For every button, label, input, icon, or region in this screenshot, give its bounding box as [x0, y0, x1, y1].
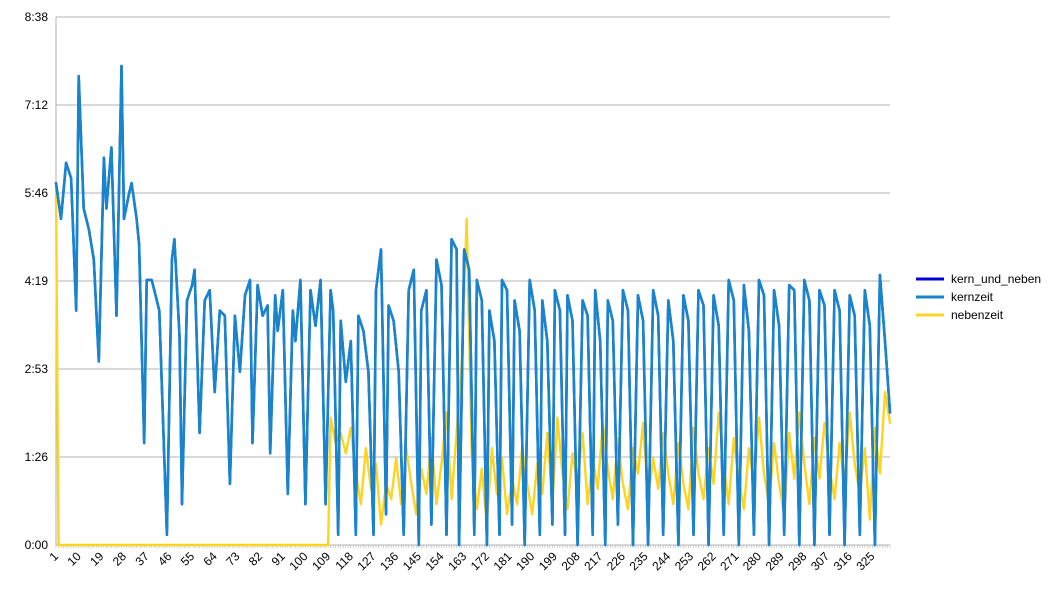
- x-tick-label: 226: [604, 549, 628, 573]
- x-tick-label: 199: [536, 549, 560, 573]
- x-tick-label: 82: [246, 549, 266, 569]
- x-tick-label: 253: [672, 549, 696, 573]
- x-tick-label: 244: [649, 549, 673, 573]
- x-tick-label: 100: [287, 549, 311, 573]
- axes: [55, 17, 891, 548]
- x-tick-label: 280: [740, 549, 764, 573]
- x-tick-label: 1: [46, 549, 61, 564]
- x-tick-label: 154: [423, 549, 447, 573]
- x-tick-label: 55: [178, 549, 198, 569]
- x-tick-label: 145: [400, 549, 424, 573]
- legend-label: kernzeit: [951, 290, 994, 304]
- x-tick-label: 271: [717, 549, 741, 573]
- x-tick-label: 208: [559, 549, 583, 573]
- x-tick-label: 10: [64, 549, 84, 569]
- x-tick-label: 19: [87, 549, 107, 569]
- x-tick-label: 217: [581, 549, 605, 573]
- x-tick-label: 37: [132, 549, 152, 569]
- y-tick-label: 1:26: [25, 450, 49, 464]
- x-tick-label: 262: [695, 549, 719, 573]
- y-tick-label: 7:12: [25, 98, 49, 112]
- x-tick-label: 118: [332, 549, 356, 573]
- series-line-kernzeit: [54, 64, 892, 547]
- y-tick-label: 0:00: [25, 538, 49, 552]
- series-line-nebenzeit: [54, 186, 892, 547]
- y-tick-label: 8:38: [25, 10, 49, 24]
- x-tick-label: 181: [491, 549, 515, 573]
- x-tick-label: 28: [110, 549, 130, 569]
- legend: kern_und_neben kernzeit nebenzeit: [916, 272, 1041, 322]
- y-tick-label: 2:53: [25, 362, 49, 376]
- x-tick-label: 235: [627, 549, 651, 573]
- x-tick-label: 190: [513, 549, 537, 573]
- x-tick-label: 127: [355, 549, 379, 573]
- x-tick-label: 298: [785, 549, 809, 573]
- y-tick-labels: 0:00 1:26 2:53 4:19 5:46 7:12 8:38: [25, 10, 49, 552]
- x-tick-label: 64: [201, 549, 221, 569]
- legend-label: kern_und_neben: [951, 272, 1041, 286]
- y-tick-label: 4:19: [25, 274, 49, 288]
- x-tick-label: 109: [309, 549, 333, 573]
- series-lines: [54, 64, 892, 547]
- x-tick-label: 325: [853, 549, 877, 573]
- x-tick-label: 46: [155, 549, 175, 569]
- x-tick-label: 172: [468, 549, 492, 573]
- x-tick-label: 136: [377, 549, 401, 573]
- y-tick-label: 5:46: [25, 186, 49, 200]
- x-tick-label: 289: [763, 549, 787, 573]
- x-tick-label: 73: [223, 549, 243, 569]
- legend-label: nebenzeit: [951, 308, 1004, 322]
- x-tick-label: 91: [269, 549, 289, 569]
- x-tick-label: 307: [808, 549, 832, 573]
- x-tick-label: 163: [445, 549, 469, 573]
- x-tick-label: 316: [831, 549, 855, 573]
